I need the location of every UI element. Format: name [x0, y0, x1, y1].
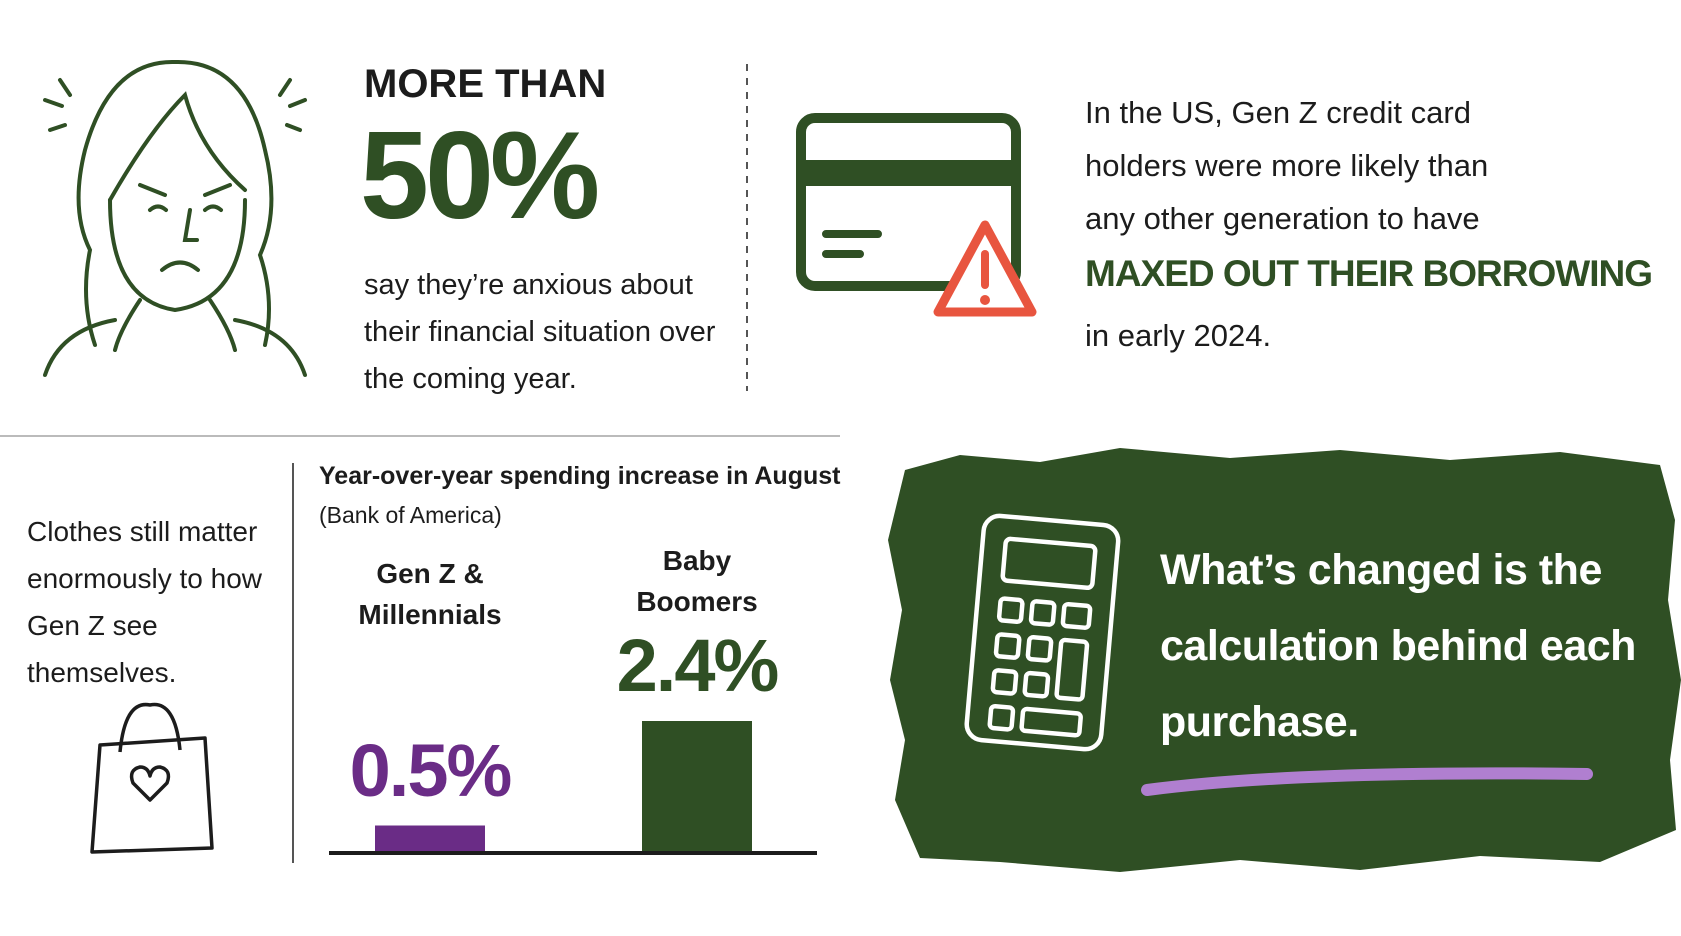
body-text: say they’re anxious about their financia… — [364, 269, 716, 395]
highlight-text: MAXED OUT THEIR BORROWING — [1085, 253, 1653, 294]
bar-chart — [375, 721, 752, 853]
value-label: 0.5% — [349, 728, 513, 812]
value-label: 2.4% — [616, 624, 780, 707]
bar — [642, 721, 752, 853]
chart-title: Year-over-year spending increase in Augu… — [319, 462, 841, 490]
body-text: In the US, Gen Z credit card holders wer… — [1085, 95, 1489, 236]
brush-background — [888, 448, 1681, 872]
callout-text: What’s changed is the calculation behind… — [1160, 546, 1636, 746]
underline-stroke — [1141, 767, 1593, 796]
anxious-face-icon — [43, 59, 307, 377]
shopping-bag-icon — [90, 702, 214, 854]
credit-card-warning-icon — [796, 113, 1037, 317]
category-label: Baby Boomers — [636, 545, 758, 617]
calculator-icon — [964, 513, 1121, 752]
bar — [375, 825, 485, 853]
chart-subtitle: (Bank of America) — [319, 502, 502, 528]
body-text: in early 2024. — [1085, 318, 1272, 353]
big-figure: 50% — [360, 107, 600, 245]
category-label: Gen Z & Millennials — [358, 558, 502, 630]
lead-text: MORE THAN — [364, 62, 607, 106]
body-text: Clothes still matter enormously to how G… — [27, 516, 263, 688]
